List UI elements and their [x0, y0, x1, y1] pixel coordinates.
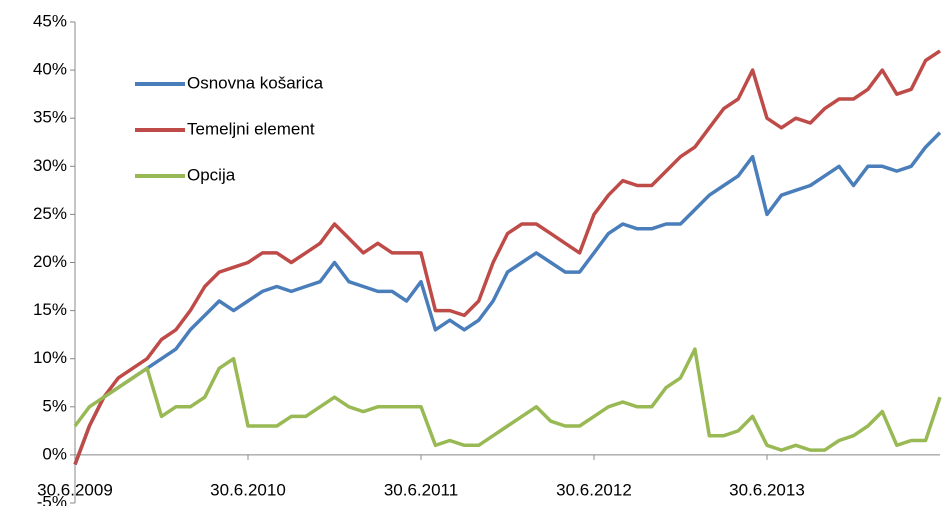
y-tick-label: 10% [33, 348, 67, 367]
series-line [73, 347, 942, 452]
y-tick-label: 5% [42, 396, 67, 415]
legend-label: Opcija [187, 165, 236, 184]
series-line [73, 131, 942, 466]
legend-label: Osnovna košarica [187, 73, 324, 92]
series-line [73, 49, 941, 466]
y-tick-label: 20% [33, 252, 67, 271]
y-tick-label: 40% [33, 60, 67, 79]
y-tick-label: 15% [33, 300, 67, 319]
legend-label: Temeljni element [187, 119, 315, 138]
x-tick-label: 30.6.2012 [556, 480, 632, 499]
y-tick-label: 30% [33, 156, 67, 175]
x-tick-label: 30.6.2013 [729, 480, 805, 499]
x-tick-label: 30.6.2010 [210, 480, 286, 499]
x-tick-label: 30.6.2011 [384, 480, 458, 499]
y-tick-label: 45% [33, 11, 67, 30]
x-tick-label: 30.6.2009 [37, 480, 113, 499]
y-tick-label: 25% [33, 204, 67, 223]
y-tick-label: -5% [37, 492, 67, 506]
y-tick-label: 35% [33, 108, 67, 127]
y-tick-label: 0% [42, 444, 67, 463]
